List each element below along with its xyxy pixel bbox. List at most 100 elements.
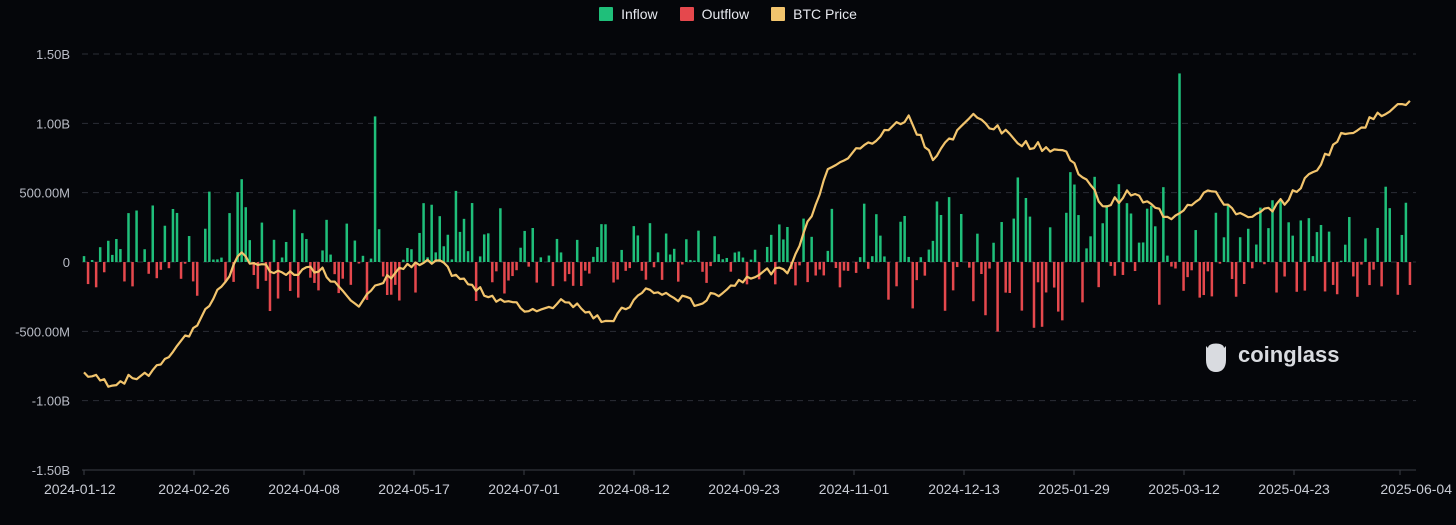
outflow-bar	[1040, 262, 1044, 327]
inflow-bar	[1291, 235, 1294, 262]
outflow-bar	[551, 262, 555, 287]
legend-swatch-outflow	[679, 7, 694, 21]
outflow-bar	[866, 262, 870, 269]
legend-item-btc-price[interactable]: BTC Price	[771, 6, 857, 22]
outflow-bar	[535, 262, 539, 283]
inflow-bar	[1319, 224, 1323, 262]
outflow-bar	[895, 262, 898, 287]
legend-label-btc-price: BTC Price	[793, 6, 857, 22]
inflow-bar	[1299, 220, 1303, 262]
inflow-bar	[1388, 208, 1391, 262]
inflow-bar	[1012, 218, 1016, 262]
inflow-bar	[903, 215, 906, 262]
legend-item-inflow[interactable]: Inflow	[599, 6, 658, 22]
inflow-bar	[1137, 242, 1141, 262]
outflow-bar	[507, 262, 510, 281]
outflow-bar	[1133, 262, 1137, 272]
inflow-bar	[737, 251, 741, 262]
inflow-bar	[187, 236, 191, 262]
inflow-bar	[1271, 200, 1274, 262]
outflow-bar	[955, 262, 959, 268]
inflow-bar	[466, 251, 470, 262]
outflow-bar	[1323, 262, 1327, 292]
inflow-bar	[1376, 227, 1379, 262]
inflow-bar	[826, 250, 830, 262]
btc-price-line	[83, 100, 1411, 388]
inflow-bar	[280, 257, 284, 262]
outflow-bar	[1020, 262, 1024, 311]
outflow-bar	[131, 262, 134, 287]
inflow-bar	[438, 216, 442, 262]
inflow-bar	[1307, 218, 1311, 262]
inflow-bar	[175, 212, 179, 262]
inflow-bar	[1311, 256, 1315, 262]
outflow-bar	[155, 262, 159, 279]
x-axis: 2024-01-12 2024-02-26 2024-04-08 2024-05-17…	[44, 469, 1452, 497]
inflow-bar	[422, 203, 425, 262]
outflow-bar	[1210, 262, 1214, 297]
inflow-bar	[1166, 255, 1169, 262]
inflow-bar	[450, 259, 454, 262]
outflow-bar	[814, 262, 817, 276]
inflow-bar	[668, 254, 672, 262]
y-axis: 1.50B 1.00B 500.00M 0 -500.00M -1.00B -1.50B	[15, 47, 70, 478]
inflow-bar	[402, 259, 405, 262]
outflow-bar	[644, 262, 648, 280]
inflow-bar	[82, 256, 86, 262]
inflow-bar	[976, 233, 979, 262]
inflow-bar	[725, 257, 729, 262]
outflow-bar	[495, 262, 498, 272]
inflow-bar	[325, 219, 328, 262]
inflow-bar	[204, 228, 207, 262]
inflow-bar	[927, 249, 931, 262]
outflow-bar	[1004, 262, 1007, 293]
inflow-bar	[446, 234, 450, 262]
outflow-bar	[818, 262, 821, 270]
outflow-bar	[1032, 262, 1036, 328]
legend-item-outflow[interactable]: Outflow	[679, 6, 749, 22]
inflow-bar	[685, 239, 688, 262]
outflow-bar	[297, 262, 300, 298]
inflow-bar	[272, 239, 276, 262]
outflow-bar	[365, 262, 369, 300]
inflow-bar	[648, 223, 652, 262]
y-tick-label: 0	[63, 255, 70, 270]
outflow-bar	[385, 262, 389, 295]
outflow-bar	[1408, 262, 1412, 285]
inflow-bar	[1028, 216, 1032, 262]
inflow-bar	[1238, 237, 1242, 262]
outflow-bar	[1198, 262, 1201, 298]
inflow-bar	[519, 247, 522, 262]
outflow-bar	[474, 262, 478, 301]
inflow-bar	[782, 239, 785, 262]
inflow-bar	[1255, 244, 1258, 262]
inflow-bar	[98, 247, 102, 262]
inflow-bar	[559, 252, 563, 262]
outflow-bar	[822, 262, 826, 276]
inflow-bar	[1105, 205, 1109, 262]
inflow-bar	[244, 207, 247, 262]
inflow-bar	[369, 258, 373, 262]
inflow-bar	[1149, 205, 1153, 262]
inflow-bar	[939, 214, 943, 262]
outflow-bar	[1275, 262, 1278, 293]
inflow-bar	[236, 192, 239, 262]
legend-label-inflow: Inflow	[621, 6, 658, 22]
inflow-bar	[721, 259, 724, 262]
outflow-bar	[1206, 262, 1210, 272]
inflow-bar	[220, 257, 223, 262]
inflow-bar	[353, 240, 357, 262]
outflow-bar	[268, 262, 272, 312]
inflow-bar	[151, 205, 154, 262]
inflow-bar	[321, 250, 324, 262]
inflow-bar	[1226, 205, 1230, 262]
inflow-bar	[163, 225, 167, 262]
inflow-bar	[620, 249, 623, 262]
outflow-bar	[681, 262, 684, 265]
outflow-bar	[842, 262, 846, 271]
inflow-bar	[883, 256, 886, 262]
inflow-bar	[575, 239, 579, 262]
outflow-bar	[624, 262, 627, 271]
inflow-bar	[935, 201, 939, 262]
